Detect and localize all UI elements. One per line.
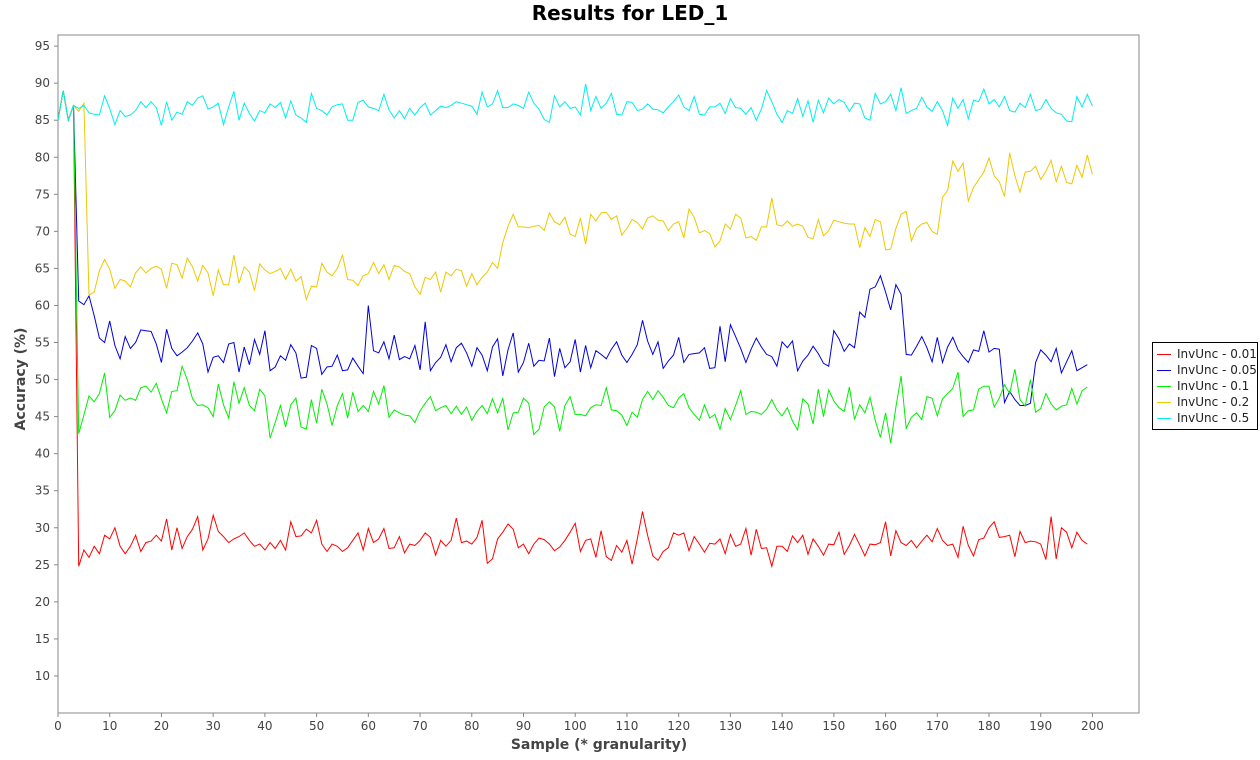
- y-axis: 10 15 20 25 30 35 40 45 50 55 60 65 70 75 80 85 90 95: [35, 39, 58, 683]
- x-tick-label: 110: [615, 719, 638, 733]
- series-line-2: [57, 90, 1088, 444]
- legend-label: InvUnc - 0.5: [1177, 411, 1250, 425]
- x-tick-label: 140: [771, 719, 794, 733]
- y-tick-label: 45: [35, 410, 50, 424]
- x-axis: 0 10 20 30 40 50 60 70 80 90 100 110 120 130 140 150 160…: [54, 713, 1104, 733]
- x-tick-label: 190: [1029, 719, 1052, 733]
- y-tick-label: 10: [35, 669, 50, 683]
- x-tick-label: 100: [564, 719, 587, 733]
- x-tick-label: 60: [361, 719, 376, 733]
- y-tick-label: 55: [35, 336, 50, 350]
- y-tick-label: 90: [35, 76, 50, 90]
- x-tick-label: 50: [309, 719, 324, 733]
- y-tick-label: 35: [35, 484, 50, 498]
- x-tick-label: 40: [257, 719, 272, 733]
- x-tick-label: 80: [464, 719, 479, 733]
- x-tick-label: 70: [412, 719, 427, 733]
- x-tick-label: 90: [516, 719, 531, 733]
- x-axis-label: Sample (* granularity): [511, 737, 687, 753]
- y-tick-label: 25: [35, 558, 50, 572]
- y-tick-label: 65: [35, 261, 50, 275]
- legend-item: InvUnc - 0.2: [1153, 394, 1257, 410]
- legend-label: InvUnc - 0.05: [1177, 363, 1257, 377]
- plot-area: [57, 34, 1140, 714]
- legend-swatch: [1157, 401, 1171, 403]
- x-tick-label: 160: [874, 719, 897, 733]
- y-tick-label: 30: [35, 521, 50, 535]
- y-tick-label: 50: [35, 373, 50, 387]
- legend-item: InvUnc - 0.05: [1153, 362, 1257, 378]
- y-axis-label: Accuracy (%): [13, 328, 29, 431]
- legend-swatch: [1157, 385, 1171, 387]
- legend-item: InvUnc - 0.1: [1153, 378, 1257, 394]
- legend-label: InvUnc - 0.01: [1177, 347, 1257, 361]
- y-tick-label: 20: [35, 595, 50, 609]
- legend-label: InvUnc - 0.2: [1177, 395, 1250, 409]
- y-tick-label: 70: [35, 224, 50, 238]
- y-tick-label: 85: [35, 113, 50, 127]
- x-tick-label: 120: [667, 719, 690, 733]
- y-tick-label: 80: [35, 150, 50, 164]
- legend-item: InvUnc - 0.01: [1153, 346, 1257, 362]
- y-tick-label: 95: [35, 39, 50, 53]
- legend-label: InvUnc - 0.1: [1177, 379, 1250, 393]
- legend-item: InvUnc - 0.5: [1153, 410, 1257, 426]
- y-tick-label: 40: [35, 447, 50, 461]
- series-line-1: [57, 90, 1088, 406]
- y-tick-label: 60: [35, 298, 50, 312]
- x-tick-label: 20: [154, 719, 169, 733]
- legend-swatch: [1157, 417, 1171, 419]
- x-tick-label: 150: [822, 719, 845, 733]
- x-tick-label: 0: [54, 719, 62, 733]
- series-line-0: [57, 90, 1088, 569]
- x-tick-label: 180: [978, 719, 1001, 733]
- chart-title: Results for LED_1: [531, 1, 729, 25]
- series-line-4: [57, 83, 1093, 128]
- x-tick-label: 170: [926, 719, 949, 733]
- legend-swatch: [1157, 369, 1171, 371]
- legend: InvUnc - 0.01 InvUnc - 0.05 InvUnc - 0.1 In…: [1152, 342, 1258, 430]
- series-line-3: [57, 90, 1093, 302]
- x-tick-label: 10: [102, 719, 117, 733]
- x-tick-label: 130: [719, 719, 742, 733]
- x-tick-label: 200: [1081, 719, 1104, 733]
- y-tick-label: 75: [35, 187, 50, 201]
- y-tick-label: 15: [35, 632, 50, 646]
- legend-swatch: [1157, 353, 1171, 355]
- x-tick-label: 30: [206, 719, 221, 733]
- series-group: [57, 83, 1093, 569]
